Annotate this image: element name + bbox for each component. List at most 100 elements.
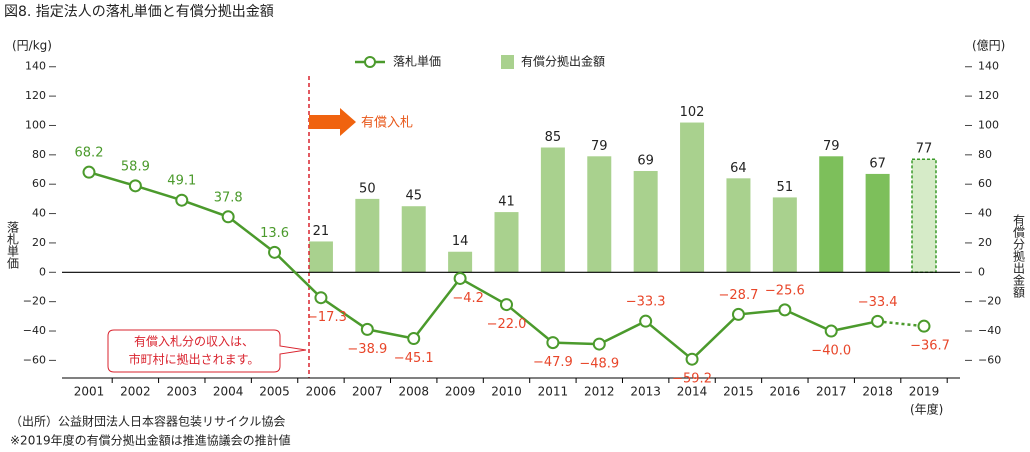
bar [494,212,519,273]
bar [448,251,473,273]
bar-value-label: 51 [777,180,794,195]
point-value-label: −36.7 [910,339,950,354]
point [592,337,606,351]
y-tick-label: 80 [32,148,46,161]
y-tick-label: −60 [23,353,46,366]
y-tick-label: 100 [25,118,46,131]
point [82,165,96,179]
y2-tick-label: 20 [978,236,992,249]
point [175,193,189,207]
y2-tick-label: 60 [978,177,992,190]
bar-value-label: 77 [916,142,933,157]
arrow-text: 有償入札 [361,116,413,131]
x-tick-label: 2009 [445,385,476,399]
point [824,324,838,338]
bar [540,147,565,273]
point-value-label: −22.0 [487,317,527,332]
point [731,307,745,321]
point [917,319,931,333]
callout-text: 有償入札分の収入は、 [134,335,254,349]
x-tick-label: 2018 [862,385,893,399]
bar-value-label: 64 [730,161,747,176]
bar-value-label: 102 [680,105,705,120]
bar-value-label: 50 [359,181,376,196]
bar [633,170,658,273]
y2-tick-label: 140 [978,60,999,73]
point [407,332,421,346]
x-tick-label: 2011 [538,385,569,399]
point [453,271,467,285]
y-tick-label: −20 [23,295,46,308]
y-tick-label: 40 [32,207,46,220]
bar [355,198,380,273]
point [314,291,328,305]
point [778,303,792,317]
y-label: 落札単価 [6,221,20,269]
x-tick-label: 2008 [398,385,429,399]
bar-value-label: 79 [591,139,608,154]
x-tick-label: 2004 [213,385,244,399]
point-value-label: 68.2 [75,146,104,161]
bar-value-label: 79 [823,139,840,154]
y2-tick-label: −40 [978,324,1001,337]
line-segment [877,320,925,328]
bar-value-label: 85 [545,130,562,145]
x-tick-label: 2010 [491,385,522,399]
point-value-label: −28.7 [719,288,759,303]
x-tick-label: 2001 [74,385,105,399]
bar [726,178,751,273]
point-value-label: −33.4 [858,295,898,310]
x-tick-label: 2013 [630,385,661,399]
x-tick-label: 2012 [584,385,615,399]
legend-label: 落札単価 [393,55,441,69]
bar-value-label: 69 [637,153,654,168]
point-value-label: −45.1 [394,351,434,366]
y-tick-label: 60 [32,177,46,190]
point-value-label: −38.9 [347,342,387,357]
y2-tick-label: 120 [978,89,999,102]
y2-tick-label: 100 [978,118,999,131]
x-tick-label: 2007 [352,385,383,399]
x-unit: (年度) [910,402,943,417]
bar-value-label: 21 [313,224,330,239]
point [500,298,513,312]
bar [819,156,844,273]
point-value-label: −25.6 [765,283,805,298]
y2-tick-label: −20 [978,295,1001,308]
legend-swatch [501,55,514,69]
chart-title: 図8. 指定法人の落札単価と有償分拠出金額 [4,4,274,20]
point-value-label: 13.6 [260,226,289,241]
point-value-label: −4.2 [452,291,484,306]
y-tick-label: −40 [23,324,46,337]
point-value-label: −59.2 [672,372,712,387]
bar-value-label: 41 [498,195,515,210]
bar [911,158,937,274]
y2-label: 有償分拠出金額 [1012,214,1026,299]
callout-box [107,329,307,373]
point [360,322,374,336]
bar [587,156,612,273]
point [685,352,699,366]
point [221,210,235,224]
y2-unit: (億円) [972,39,1005,53]
point [871,314,885,328]
point-value-label: −17.3 [307,310,347,325]
bar-value-label: 14 [452,234,469,249]
line [88,170,878,361]
x-tick-label: 2015 [723,385,754,399]
y2-tick-label: 0 [978,265,985,278]
x-tick-label: 2019 [909,385,940,399]
x-tick-label: 2005 [259,385,290,399]
point [639,314,653,328]
bar [401,206,426,273]
source: （出所）公益財団法人日本容器包装リサイクル協会 [10,414,285,429]
point-value-label: −40.0 [811,344,851,359]
arrow [309,108,356,136]
x-tick-label: 2003 [167,385,198,399]
y-unit: (円/kg) [12,39,52,53]
y2-tick-label: 80 [978,148,992,161]
x-tick-label: 2014 [677,385,708,399]
note: ※2019年度の有償分拠出金額は推進協議会の推計値 [10,433,291,448]
bar-value-label: 45 [405,189,422,204]
